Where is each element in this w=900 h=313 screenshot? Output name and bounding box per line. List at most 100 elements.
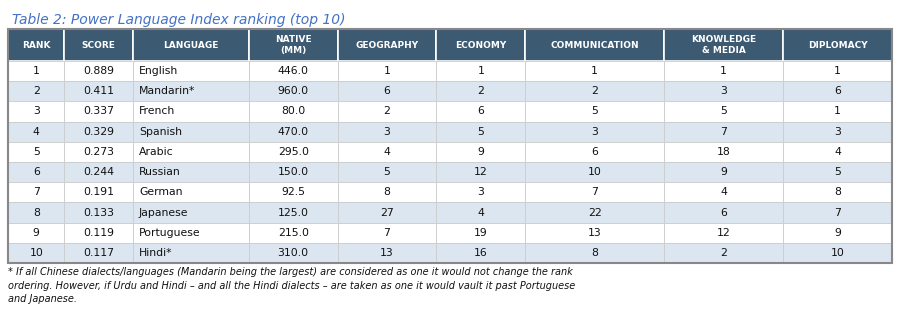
Text: 12: 12 xyxy=(474,167,488,177)
Bar xyxy=(65,61,133,81)
Text: 9: 9 xyxy=(477,147,484,157)
Text: 5: 5 xyxy=(477,127,484,137)
Bar xyxy=(133,223,249,243)
Bar xyxy=(65,29,133,61)
Bar xyxy=(249,101,338,121)
Bar xyxy=(783,121,892,142)
Bar xyxy=(8,61,65,81)
Text: 8: 8 xyxy=(834,187,841,197)
Text: 295.0: 295.0 xyxy=(278,147,309,157)
Text: 6: 6 xyxy=(591,147,599,157)
Text: 4: 4 xyxy=(477,208,484,218)
Text: 960.0: 960.0 xyxy=(278,86,309,96)
Bar xyxy=(133,61,249,81)
Bar xyxy=(664,223,783,243)
Bar xyxy=(525,61,664,81)
Text: Table 2: Power Language Index ranking (top 10): Table 2: Power Language Index ranking (t… xyxy=(12,13,346,27)
Bar xyxy=(783,61,892,81)
Text: 6: 6 xyxy=(383,86,391,96)
Bar xyxy=(133,203,249,223)
Text: 10: 10 xyxy=(831,248,844,258)
Text: COMMUNICATION: COMMUNICATION xyxy=(550,40,639,49)
Text: 5: 5 xyxy=(32,147,40,157)
Text: 6: 6 xyxy=(720,208,727,218)
Text: 27: 27 xyxy=(380,208,394,218)
Text: 0.273: 0.273 xyxy=(83,147,114,157)
Text: 0.889: 0.889 xyxy=(83,66,114,76)
Text: 9: 9 xyxy=(720,167,727,177)
Text: 2: 2 xyxy=(720,248,727,258)
Bar xyxy=(783,101,892,121)
Text: French: French xyxy=(139,106,176,116)
Text: 1: 1 xyxy=(591,66,599,76)
Bar xyxy=(8,182,65,203)
Bar xyxy=(664,203,783,223)
Text: SCORE: SCORE xyxy=(82,40,116,49)
Bar xyxy=(249,203,338,223)
Text: 18: 18 xyxy=(716,147,731,157)
Text: 7: 7 xyxy=(32,187,40,197)
Text: NATIVE
(MM): NATIVE (MM) xyxy=(274,35,311,54)
Text: 1: 1 xyxy=(720,66,727,76)
Bar xyxy=(8,223,65,243)
Bar xyxy=(436,29,525,61)
Bar xyxy=(65,223,133,243)
Bar xyxy=(65,121,133,142)
Text: 9: 9 xyxy=(834,228,841,238)
Text: 2: 2 xyxy=(477,86,484,96)
Bar xyxy=(133,243,249,263)
Text: 4: 4 xyxy=(32,127,40,137)
Text: LANGUAGE: LANGUAGE xyxy=(163,40,219,49)
Bar xyxy=(8,101,65,121)
Bar xyxy=(436,121,525,142)
Text: RANK: RANK xyxy=(22,40,50,49)
Text: 0.119: 0.119 xyxy=(83,228,114,238)
Text: German: German xyxy=(139,187,183,197)
Bar xyxy=(65,162,133,182)
Text: Hindi*: Hindi* xyxy=(139,248,173,258)
Bar xyxy=(525,101,664,121)
Bar xyxy=(525,162,664,182)
Text: Japanese: Japanese xyxy=(139,208,188,218)
Bar xyxy=(436,243,525,263)
Bar xyxy=(664,81,783,101)
Bar xyxy=(65,81,133,101)
Text: 150.0: 150.0 xyxy=(278,167,309,177)
Text: 4: 4 xyxy=(383,147,391,157)
Text: KNOWLEDGE
& MEDIA: KNOWLEDGE & MEDIA xyxy=(691,35,756,54)
Bar xyxy=(525,142,664,162)
Text: 0.191: 0.191 xyxy=(83,187,114,197)
Bar xyxy=(436,81,525,101)
Bar xyxy=(664,121,783,142)
Text: 7: 7 xyxy=(834,208,841,218)
Text: 92.5: 92.5 xyxy=(282,187,305,197)
Text: 6: 6 xyxy=(834,86,841,96)
Text: * If all Chinese dialects/languages (Mandarin being the largest) are considered : * If all Chinese dialects/languages (Man… xyxy=(8,267,575,304)
Text: 13: 13 xyxy=(380,248,394,258)
Bar xyxy=(525,203,664,223)
Text: 125.0: 125.0 xyxy=(278,208,309,218)
Bar xyxy=(133,101,249,121)
Text: 19: 19 xyxy=(474,228,488,238)
Text: Russian: Russian xyxy=(139,167,181,177)
Text: Arabic: Arabic xyxy=(139,147,174,157)
Bar xyxy=(664,29,783,61)
Bar xyxy=(338,243,436,263)
Text: 8: 8 xyxy=(383,187,391,197)
Text: 6: 6 xyxy=(32,167,40,177)
Text: 22: 22 xyxy=(588,208,601,218)
Text: 3: 3 xyxy=(477,187,484,197)
Bar xyxy=(133,162,249,182)
Bar xyxy=(436,223,525,243)
Bar xyxy=(783,81,892,101)
Bar xyxy=(249,81,338,101)
Bar xyxy=(338,101,436,121)
Text: 5: 5 xyxy=(591,106,599,116)
Bar xyxy=(65,142,133,162)
Bar xyxy=(133,142,249,162)
Text: DIPLOMACY: DIPLOMACY xyxy=(808,40,868,49)
Bar xyxy=(8,142,65,162)
Text: 3: 3 xyxy=(383,127,391,137)
Bar xyxy=(133,29,249,61)
Text: 470.0: 470.0 xyxy=(278,127,309,137)
